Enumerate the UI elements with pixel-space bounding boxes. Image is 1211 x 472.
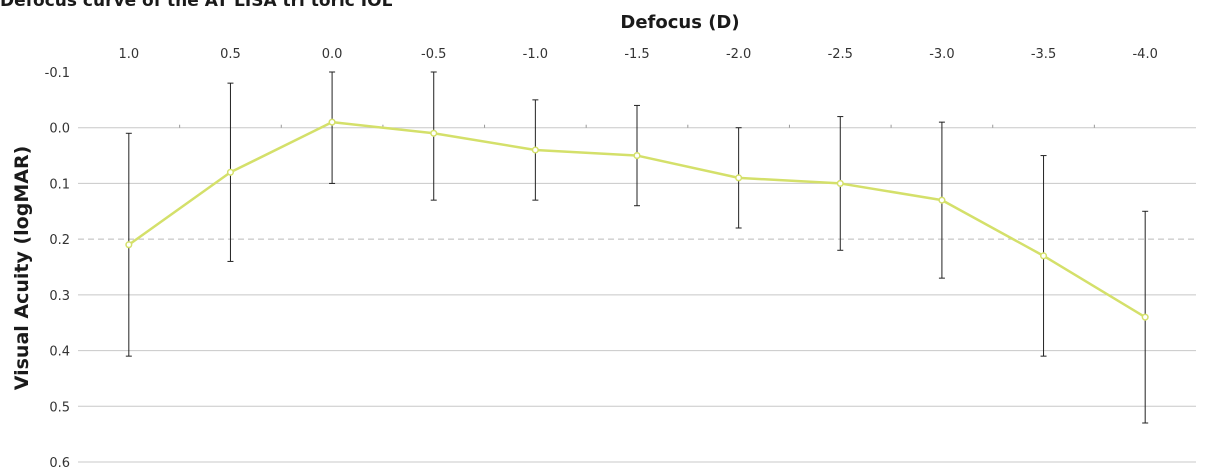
y-tick-label: -0.1	[45, 66, 70, 81]
x-tick-label: -0.5	[421, 47, 446, 62]
y-tick-label: 0.3	[49, 289, 70, 304]
data-point	[328, 118, 336, 126]
data-point	[836, 179, 844, 187]
data-point	[938, 196, 946, 204]
y-tick-label: 0.6	[49, 456, 70, 471]
x-tick-label: 0.5	[220, 47, 241, 62]
data-point	[633, 152, 641, 160]
chart-title: Defocus curve of the AT LISA tri toric I…	[0, 0, 393, 11]
x-tick-label: -1.5	[624, 47, 649, 62]
data-point	[125, 241, 133, 249]
series-layer	[125, 118, 1149, 321]
data-point	[226, 168, 235, 176]
x-tick-label: -2.5	[828, 47, 853, 62]
data-point	[1141, 313, 1149, 321]
x-tick-label: -3.5	[1031, 47, 1056, 62]
y-tick-label: 0.0	[49, 122, 70, 137]
y-tick-label: 0.2	[49, 233, 70, 248]
y-tick-label: 0.5	[49, 400, 70, 415]
y-tick-label: 0.1	[49, 177, 70, 192]
y-tick-label: 0.4	[49, 345, 70, 360]
x-tick-label: 0.0	[322, 47, 343, 62]
x-tick-label: -4.0	[1132, 47, 1157, 62]
x-tick-label: 1.0	[118, 47, 139, 62]
data-point	[1039, 252, 1048, 260]
data-point	[430, 129, 438, 137]
x-tick-label: -1.0	[523, 47, 548, 62]
data-point	[531, 146, 539, 154]
data-point	[735, 174, 743, 182]
y-tick-labels: -0.1 0.0 0.1 0.2 0.3 0.4 0.5 0.6	[45, 66, 70, 471]
x-axis-title: Defocus (D)	[620, 12, 739, 33]
y-axis-title: Visual Acuity (logMAR)	[11, 146, 33, 391]
x-tick-labels: 1.0 0.5 0.0 -0.5 -1.0 -1.5 -2.0 -2.5 -3.0 -3.5 -4.…	[118, 47, 1157, 62]
x-tick-label: -3.0	[929, 47, 954, 62]
x-tick-label: -2.0	[726, 47, 751, 62]
grid-layer	[78, 124, 1196, 463]
error-bars	[125, 71, 1149, 424]
